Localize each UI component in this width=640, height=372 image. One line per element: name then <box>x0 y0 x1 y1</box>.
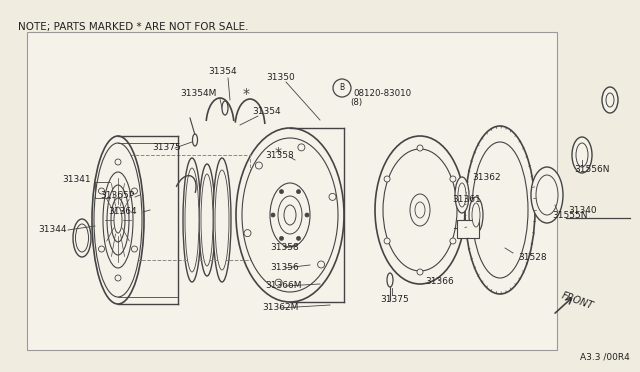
Text: *: * <box>275 146 282 160</box>
Text: 31365P: 31365P <box>100 190 134 199</box>
Ellipse shape <box>284 205 296 225</box>
Circle shape <box>417 269 423 275</box>
Text: 31358: 31358 <box>265 151 294 160</box>
Text: 31340: 31340 <box>568 206 596 215</box>
Ellipse shape <box>236 128 344 302</box>
Text: A3.3 /00R4: A3.3 /00R4 <box>580 353 630 362</box>
Text: 31362: 31362 <box>472 173 500 183</box>
Text: 31356: 31356 <box>270 263 299 273</box>
Ellipse shape <box>114 207 122 233</box>
Text: 08120-83010: 08120-83010 <box>353 89 411 97</box>
Text: 31354M: 31354M <box>180 89 216 97</box>
Text: 31528: 31528 <box>518 253 547 263</box>
Circle shape <box>384 238 390 244</box>
Ellipse shape <box>213 158 231 282</box>
Circle shape <box>417 145 423 151</box>
Ellipse shape <box>375 136 465 284</box>
Circle shape <box>271 213 275 217</box>
Circle shape <box>255 162 262 169</box>
Circle shape <box>333 79 351 97</box>
Text: 31354: 31354 <box>252 108 280 116</box>
Circle shape <box>99 188 104 194</box>
Ellipse shape <box>107 185 129 255</box>
Ellipse shape <box>572 137 592 173</box>
Text: 31375: 31375 <box>380 295 409 305</box>
Circle shape <box>296 190 301 193</box>
Text: 31366M: 31366M <box>265 282 301 291</box>
Ellipse shape <box>536 175 558 215</box>
Text: FRONT: FRONT <box>560 290 595 311</box>
Circle shape <box>296 236 301 240</box>
Ellipse shape <box>201 174 213 266</box>
Ellipse shape <box>278 196 302 234</box>
Circle shape <box>305 213 309 217</box>
Bar <box>27 32 557 350</box>
Ellipse shape <box>73 219 91 257</box>
Ellipse shape <box>465 126 535 294</box>
Circle shape <box>99 246 104 252</box>
Text: 31344: 31344 <box>38 225 67 234</box>
Ellipse shape <box>270 183 310 247</box>
Text: B: B <box>339 83 344 93</box>
Ellipse shape <box>455 177 469 213</box>
Ellipse shape <box>94 143 142 297</box>
Circle shape <box>298 144 305 151</box>
Text: 31364: 31364 <box>108 208 136 217</box>
Ellipse shape <box>193 134 198 146</box>
Ellipse shape <box>606 93 614 107</box>
Text: 31556N: 31556N <box>574 166 609 174</box>
Circle shape <box>131 246 138 252</box>
Circle shape <box>329 193 336 201</box>
Ellipse shape <box>111 198 125 242</box>
Ellipse shape <box>472 203 480 227</box>
Ellipse shape <box>76 224 88 252</box>
Ellipse shape <box>410 194 430 226</box>
Text: 31366: 31366 <box>425 278 454 286</box>
Text: 31341: 31341 <box>62 176 91 185</box>
Ellipse shape <box>183 158 201 282</box>
Text: NOTE; PARTS MARKED * ARE NOT FOR SALE.: NOTE; PARTS MARKED * ARE NOT FOR SALE. <box>18 22 248 32</box>
Ellipse shape <box>222 101 228 115</box>
Text: 31555N: 31555N <box>552 211 588 219</box>
Bar <box>130 155 250 260</box>
Ellipse shape <box>472 142 528 278</box>
Ellipse shape <box>103 172 133 268</box>
Ellipse shape <box>387 273 393 287</box>
Circle shape <box>275 279 282 286</box>
Circle shape <box>115 159 121 165</box>
Circle shape <box>384 176 390 182</box>
Circle shape <box>317 261 324 268</box>
Ellipse shape <box>576 143 588 167</box>
Circle shape <box>280 236 284 240</box>
Text: (8): (8) <box>350 99 362 108</box>
Ellipse shape <box>458 183 466 207</box>
Ellipse shape <box>92 136 144 304</box>
Circle shape <box>244 230 251 237</box>
Circle shape <box>450 238 456 244</box>
Bar <box>457 220 479 238</box>
Text: 31375: 31375 <box>152 144 180 153</box>
Circle shape <box>280 190 284 193</box>
Circle shape <box>115 275 121 281</box>
Ellipse shape <box>383 149 457 271</box>
Circle shape <box>450 176 456 182</box>
Ellipse shape <box>415 202 425 218</box>
Ellipse shape <box>602 87 618 113</box>
Ellipse shape <box>242 138 338 292</box>
Text: 31362M: 31362M <box>262 304 298 312</box>
Ellipse shape <box>199 164 215 276</box>
Text: *: * <box>243 87 250 101</box>
Ellipse shape <box>531 167 563 223</box>
Text: 31361: 31361 <box>452 196 481 205</box>
Text: 31354: 31354 <box>208 67 237 77</box>
Ellipse shape <box>185 168 199 272</box>
Ellipse shape <box>215 170 229 270</box>
Text: 31350: 31350 <box>266 73 295 81</box>
Circle shape <box>131 188 138 194</box>
Text: 31358: 31358 <box>270 244 299 253</box>
Ellipse shape <box>469 197 483 233</box>
